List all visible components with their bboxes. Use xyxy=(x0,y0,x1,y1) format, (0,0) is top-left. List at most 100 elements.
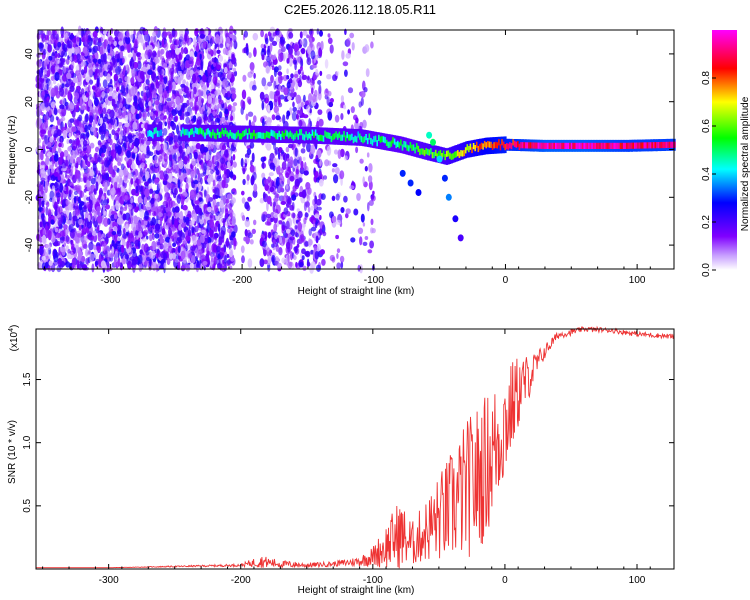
spectrogram-noise-cell xyxy=(115,261,120,268)
spectrogram-noise-cell xyxy=(87,99,93,108)
spectrogram-noise-cell xyxy=(71,126,77,133)
spectrogram-noise-cell xyxy=(218,99,224,105)
spectrogram-noise-cell xyxy=(139,232,143,238)
spectrogram-noise-cell xyxy=(47,142,52,148)
spectrogram-noise-cell xyxy=(154,155,158,162)
spectrogram-noise-cell xyxy=(147,49,153,58)
spectrogram-noise-cell xyxy=(139,185,144,192)
spectrogram-noise-cell xyxy=(141,224,146,230)
spectrogram-noise-cell xyxy=(139,98,145,108)
spectrogram-noise-cell xyxy=(175,95,181,106)
spectrogram-noise-cell xyxy=(252,171,257,181)
spectrogram-noise-cell xyxy=(122,37,126,45)
spectrogram-noise-cell xyxy=(231,231,236,238)
spectrogram-noise-cell xyxy=(140,145,145,152)
spectrogram-noise-cell xyxy=(109,91,113,97)
spectrogram-noise-cell xyxy=(163,31,168,37)
spectrogram-noise-cell xyxy=(303,94,306,103)
spectrogram-noise-cell xyxy=(156,194,161,203)
spectrogram-noise-cell xyxy=(53,241,59,247)
spectrogram-noise-cell xyxy=(61,199,66,209)
spectrogram-noise-cell xyxy=(159,113,165,121)
spectrogram-noise-cell xyxy=(137,34,143,43)
spectrogram-noise-cell xyxy=(69,102,75,112)
spectrogram-noise-cell xyxy=(214,90,218,95)
spectrogram-noise-cell xyxy=(191,90,194,101)
spectrogram-noise-cell xyxy=(209,149,212,156)
spectrogram-noise-cell xyxy=(60,34,64,39)
spectrogram-noise-cell xyxy=(92,230,97,237)
spectrogram-noise-cell xyxy=(226,43,230,48)
spectrogram-noise-cell xyxy=(76,36,80,42)
spectrogram-noise-cell xyxy=(261,54,265,61)
spectrogram-noise-cell xyxy=(164,138,167,144)
spectrogram-noise-cell xyxy=(47,230,52,241)
spectrogram-noise-cell xyxy=(149,162,154,170)
spectrogram-noise-cell xyxy=(199,209,203,220)
spectrogram-noise-cell xyxy=(306,142,311,153)
spectrogram-noise-cell xyxy=(305,182,311,190)
spectrogram-noise-cell xyxy=(127,134,133,140)
spectrogram-noise-cell xyxy=(140,162,146,168)
spectrogram-noise-cell xyxy=(134,104,138,110)
spectrogram-noise-cell xyxy=(233,70,238,77)
spectrogram-noise-cell xyxy=(90,109,97,114)
spectrogram-noise-cell xyxy=(113,214,118,220)
spectrogram-noise-cell xyxy=(57,147,62,154)
spectrogram-noise-cell xyxy=(73,247,76,254)
spectrogram-noise-cell xyxy=(253,72,256,79)
spectrogram-noise-cell xyxy=(287,261,293,269)
spectrogram-noise-cell xyxy=(124,114,129,122)
spectrogram-noise-cell xyxy=(281,161,287,171)
spectrogram-noise-cell xyxy=(171,28,176,38)
spectrogram-noise-cell xyxy=(38,138,41,144)
spectrogram-noise-cell xyxy=(84,115,88,123)
spectrogram-noise-cell xyxy=(95,181,99,192)
spectrogram-noise-cell xyxy=(310,226,317,232)
spectrogram-noise-cell xyxy=(286,58,290,64)
spectrogram-noise-cell xyxy=(207,115,212,123)
spectrogram-noise-cell xyxy=(177,77,182,85)
spectrogram-noise-cell xyxy=(53,253,56,260)
spectrogram-noise-cell xyxy=(214,43,218,49)
spectrogram-noise-cell xyxy=(103,199,109,206)
spectrogram-noise-cell xyxy=(279,38,285,45)
spectrogram-noise-cell xyxy=(85,201,90,209)
spectrogram-noise-cell xyxy=(135,222,142,232)
spectrogram-noise-cell xyxy=(68,139,73,144)
spectrogram-noise-cell xyxy=(191,83,197,88)
spectrogram-noise-cell xyxy=(158,155,163,163)
spectrogram-noise-cell xyxy=(159,96,163,103)
spectrogram-noise-cell xyxy=(226,253,230,259)
spectrogram-noise-cell xyxy=(118,183,121,189)
spectrogram-noise-cell xyxy=(74,185,78,190)
spectrogram-noise-cell xyxy=(182,102,188,108)
spectrogram-noise-cell xyxy=(295,261,298,268)
spectrogram-noise-cell xyxy=(138,110,142,119)
spectrogram-noise-cell xyxy=(89,153,92,160)
spectrogram-noise-cell xyxy=(180,83,186,88)
spectrogram-noise-cell xyxy=(160,48,165,55)
spectrogram-noise-cell xyxy=(269,42,273,52)
spectrogram-noise-cell xyxy=(270,61,275,68)
figure-title: C2E5.2026.112.18.05.R11 xyxy=(284,2,436,17)
spectrogram-noise-cell xyxy=(116,236,121,242)
spectrogram-noise-cell xyxy=(155,58,160,64)
spectrogram-noise-cell xyxy=(240,157,244,168)
spectrogram-noise-cell xyxy=(261,101,265,111)
spectrogram-noise-cell xyxy=(54,71,60,81)
spectrogram-noise-cell xyxy=(285,172,290,179)
spectrogram-noise-cell xyxy=(130,177,134,185)
spectrogram-noise-cell xyxy=(92,120,96,129)
spectrogram-noise-cell xyxy=(158,102,164,112)
spectrogram-noise-cell xyxy=(216,175,222,182)
spectrogram-noise-cell xyxy=(304,212,309,218)
spectrogram-noise-cell xyxy=(152,233,155,241)
spectrogram-noise-cell xyxy=(253,47,257,58)
spectrogram-noise-cell xyxy=(81,37,85,43)
spectrogram-noise-cell xyxy=(65,261,71,268)
spectrogram-noise-cell xyxy=(148,101,152,107)
spectrogram-noise-cell xyxy=(166,105,170,115)
spectrogram-noise-cell xyxy=(163,115,167,120)
spectrogram-noise-cell xyxy=(229,40,233,48)
